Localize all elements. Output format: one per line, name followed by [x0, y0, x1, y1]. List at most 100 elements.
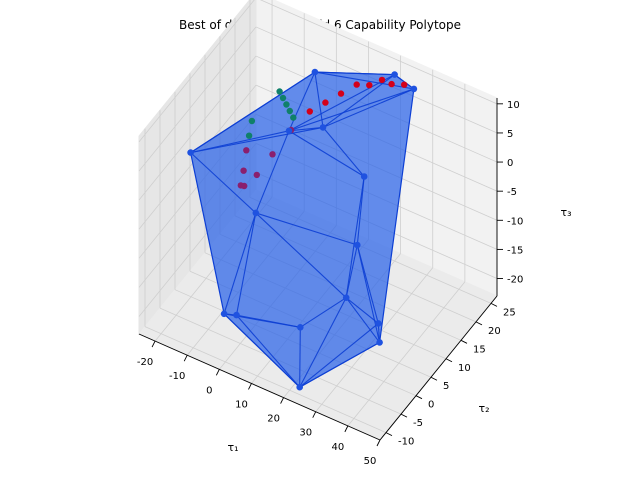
y-tick: [385, 432, 393, 437]
y-tick-label: 15: [473, 344, 486, 355]
trajectory-point: [378, 76, 386, 84]
z-axis-label: τ₃: [560, 206, 571, 219]
polytope-edge: [299, 323, 379, 388]
x-tick-label: 0: [206, 385, 212, 396]
polytope-edge: [288, 88, 415, 132]
x-axis-label: τ₁: [227, 441, 238, 454]
polytope-edge: [255, 130, 290, 214]
z-tick-label: -15: [507, 245, 523, 256]
polytope-edge: [299, 297, 347, 388]
polytope-edge: [322, 74, 395, 128]
z-tick-label: -5: [507, 187, 517, 198]
trajectory-point: [253, 171, 260, 179]
polytope-vertex: [354, 241, 361, 249]
trajectory-point: [269, 151, 276, 158]
x-axis-line: [138, 333, 381, 441]
x-tick-label: -10: [169, 371, 185, 382]
polytope-edge: [299, 341, 380, 388]
trajectory-point: [401, 81, 408, 88]
polytope-vertex: [375, 320, 382, 327]
x-tick-label: 50: [364, 456, 377, 467]
polytope-vertex: [233, 311, 240, 319]
polytope-edge: [314, 71, 395, 76]
trajectory-point: [241, 182, 248, 190]
x-tick: [312, 411, 317, 418]
x-tick-label: 30: [299, 428, 312, 439]
grid-z-left: [138, 55, 257, 201]
x-tick: [215, 369, 220, 376]
trajectory-point: [366, 82, 373, 89]
polytope-edge: [345, 297, 379, 324]
polytope-vertex: [342, 294, 350, 302]
polytope-edge: [322, 88, 415, 128]
trajectory-point: [337, 90, 345, 97]
x-tick-label: 10: [235, 399, 248, 410]
polytope-edge: [236, 314, 301, 388]
polytope-vertex: [297, 324, 304, 331]
polytope-vertices: [187, 68, 418, 391]
trajectory-point: [322, 99, 329, 106]
polytope-vertex: [296, 383, 304, 391]
trajectory-point: [248, 117, 256, 125]
y-axis-line: [379, 295, 498, 441]
z-tick-label: 5: [507, 129, 513, 140]
polytope-edge: [356, 244, 379, 324]
polytope-edge: [223, 313, 301, 388]
grid-z-back: [259, 0, 498, 105]
polytope-edge: [288, 74, 395, 132]
trajectory-point: [243, 147, 250, 154]
x-tick-label: -20: [137, 357, 153, 368]
trajectory-point: [240, 167, 247, 174]
x-tick: [183, 354, 188, 362]
polytope-vertex: [319, 124, 327, 131]
y-tick: [400, 413, 408, 418]
x-tick: [151, 340, 156, 348]
trajectory-point: [306, 108, 313, 115]
polytope-edge: [314, 72, 324, 128]
y-tick: [460, 339, 468, 344]
grid-x-floor: [347, 281, 466, 427]
trajectory-point: [290, 114, 297, 121]
polytope-vertex: [410, 85, 418, 93]
polytope-vertex: [360, 173, 368, 180]
polytope-edge: [235, 212, 257, 316]
x-tick: [280, 397, 285, 404]
polytope-vertex: [376, 339, 383, 346]
polytope-edge: [300, 297, 347, 328]
x-tick-label: 40: [331, 442, 344, 453]
y-tick: [445, 358, 453, 363]
polytope-edge: [356, 244, 381, 343]
grid-z-left: [138, 26, 257, 172]
z-tick-label: 10: [507, 100, 520, 111]
polytope-edge: [288, 71, 316, 132]
trajectory-point: [283, 101, 290, 108]
x-tick: [376, 439, 381, 447]
trajectory-point: [276, 88, 283, 95]
y-tick-label: -5: [413, 418, 423, 429]
polytope-vertex: [285, 127, 293, 135]
y-tick: [415, 395, 423, 400]
polytope-edge: [345, 176, 365, 298]
polytope-edge: [322, 127, 365, 177]
y-axis-label: τ₂: [478, 402, 489, 415]
polytope-edge: [190, 71, 316, 154]
polytope-edge: [299, 327, 301, 388]
grid-y-floor: [144, 326, 387, 433]
y-tick-label: -10: [398, 437, 414, 448]
polytope-edge: [255, 212, 358, 246]
trajectory-points: [237, 76, 408, 190]
y-tick-label: 10: [458, 363, 471, 374]
x-tick: [344, 425, 349, 433]
polytope-vertex: [220, 310, 228, 318]
trajectory-point: [286, 107, 293, 115]
polytope-edge: [345, 244, 358, 298]
polytope-vertex: [187, 149, 194, 156]
trajectory-point: [353, 81, 360, 88]
polytope-edge: [288, 126, 324, 132]
y-tick: [430, 376, 438, 381]
y-tick: [490, 302, 498, 307]
y-tick: [475, 321, 483, 326]
y-tick-label: 0: [428, 400, 434, 411]
y-tick-label: 20: [488, 326, 501, 337]
